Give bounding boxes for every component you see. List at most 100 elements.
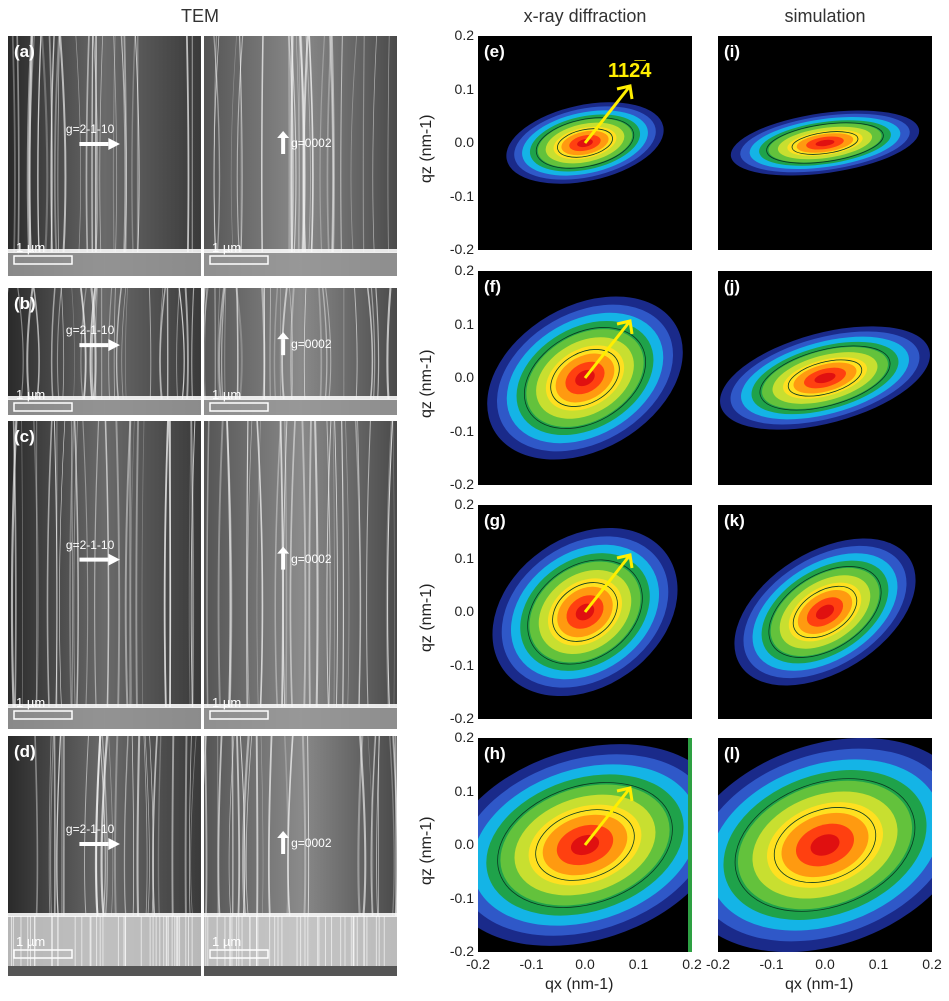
xrd-contour-line-1 xyxy=(557,128,613,158)
y-axis-label-2: qz (nm-1) xyxy=(418,583,435,652)
xrd-header: x-ray diffraction xyxy=(523,6,647,26)
xrd-contour-line-0 xyxy=(497,782,673,908)
x-tick-1-3: 0.1 xyxy=(868,956,889,972)
sim-contour-line-1 xyxy=(792,585,858,639)
y-axis-label-3: qz (nm-1) xyxy=(418,816,435,885)
g-vector-label-2-right: g=0002 xyxy=(291,551,332,566)
xrd-map-0: (e) 112̅4 xyxy=(478,36,692,250)
y-tick-0-2: 0.0 xyxy=(454,134,474,150)
y-tick-0-3: -0.1 xyxy=(449,187,474,204)
x-tick-0-1: -0.1 xyxy=(519,956,544,972)
scale-bar-label-0-1: 1 µm xyxy=(212,240,242,255)
y-tick-2-0: 0.2 xyxy=(454,496,474,512)
y-tick-3-2: 0.0 xyxy=(454,836,474,852)
sim-contour-line-0 xyxy=(759,345,891,411)
tem-image-1-g2110: (b) g=2-1-10 1 µm xyxy=(8,288,201,415)
scale-bar-label-3-1: 1 µm xyxy=(212,934,242,949)
xrd-contour-line-1 xyxy=(535,809,635,881)
y-tick-0-1: 0.1 xyxy=(454,80,474,97)
reflection-arrow-head xyxy=(616,786,634,802)
tem-image-3-g2110: (d) g=2-1-10 1 µm xyxy=(8,736,201,976)
sim-contour-line-0 xyxy=(734,778,916,912)
x-tick-1-4: 0.2 xyxy=(922,956,942,972)
scale-bar-label-0-0: 1 µm xyxy=(16,240,46,255)
x-tick-1-2: 0.0 xyxy=(815,956,835,972)
x-axis-label-0: qx (nm-1) xyxy=(545,976,614,993)
sim-contour-line-1 xyxy=(773,807,877,883)
sim-panel-label-3: (l) xyxy=(724,744,741,763)
reflection-arrow xyxy=(583,787,632,846)
tem-panel-label-1: (b) xyxy=(14,294,36,313)
sim-panel-label-0: (i) xyxy=(724,42,741,61)
xrd-panel-label-1: (f) xyxy=(484,277,501,296)
xrd-contour-line-0 xyxy=(523,327,647,429)
xrd-map-2: (g) xyxy=(478,505,692,719)
reflection-arrow-head xyxy=(616,553,634,569)
tem-panel-label-3: (d) xyxy=(14,742,36,761)
scale-bar-label-3-0: 1 µm xyxy=(16,934,46,949)
tem-header: TEM xyxy=(181,6,219,26)
y-axis-label-1: qz (nm-1) xyxy=(418,349,435,418)
x-tick-0-0: -0.2 xyxy=(465,956,491,972)
xrd-panel-label-2: (g) xyxy=(484,511,506,530)
y-tick-3-3: -0.1 xyxy=(449,889,474,906)
xrd-contour-line-1 xyxy=(550,349,620,407)
scale-bar-label-2-1: 1 µm xyxy=(212,695,242,710)
reflection-arrow-head xyxy=(616,319,634,335)
g-vector-label-3-right: g=0002 xyxy=(291,836,332,850)
y-tick-2-3: -0.1 xyxy=(449,656,474,673)
xrd-contour-line-1 xyxy=(552,582,618,642)
x-tick-0-4: 0.2 xyxy=(682,956,702,972)
tem-image-0-g2110: (a) g=2-1-10 1 µm xyxy=(8,36,201,276)
sim-contour-line-0 xyxy=(766,122,884,164)
sim-map-1: (j) xyxy=(718,271,932,485)
reflection-arrow xyxy=(583,320,632,379)
sim-map-3: (l) xyxy=(718,738,932,952)
tem-panel-label-0: (a) xyxy=(14,42,35,61)
xrd-contour-line-0 xyxy=(527,559,643,665)
scale-bar-label-1-0: 1 µm xyxy=(16,387,46,402)
reflection-arrow xyxy=(583,554,632,613)
sim-panel-label-2: (k) xyxy=(724,511,745,530)
y-tick-2-2: 0.0 xyxy=(454,603,474,619)
sim-contour-line-1 xyxy=(791,131,859,155)
y-tick-3-4: -0.2 xyxy=(449,943,474,959)
tem-image-2-g2110: (c) g=2-1-10 1 µm xyxy=(8,421,201,729)
xrd-panel-label-3: (h) xyxy=(484,744,506,763)
y-tick-0-0: 0.2 xyxy=(454,27,474,43)
sim-map-0: (i) xyxy=(718,36,932,250)
x-tick-0-2: 0.0 xyxy=(575,956,595,972)
g-vector-label-1-left: g=2-1-10 xyxy=(65,323,115,338)
y-tick-1-2: 0.0 xyxy=(454,369,474,385)
g-vector-label-1-right: g=0002 xyxy=(291,337,332,352)
y-tick-2-1: 0.1 xyxy=(454,549,474,566)
x-axis-label-1: qx (nm-1) xyxy=(785,976,854,993)
reflection-label: 112̅4 xyxy=(608,60,652,82)
x-tick-0-3: 0.1 xyxy=(628,956,649,972)
sim-contour-level-9 xyxy=(815,604,835,620)
sim-header: simulation xyxy=(784,6,866,26)
sim-contour-level-9 xyxy=(810,834,840,856)
g-vector-label-0-right: g=0002 xyxy=(291,136,332,150)
xrd-panel-label-0: (e) xyxy=(484,42,505,61)
x-tick-1-0: -0.2 xyxy=(705,956,731,972)
xrd-map-3: (h) xyxy=(478,738,692,952)
y-tick-1-3: -0.1 xyxy=(449,422,474,439)
sim-map-2: (k) xyxy=(718,505,932,719)
sim-contour-level-9 xyxy=(814,372,836,384)
sim-contour-level-9 xyxy=(815,139,835,147)
g-vector-label-3-left: g=2-1-10 xyxy=(65,822,115,836)
y-tick-2-4: -0.2 xyxy=(449,710,474,726)
tem-image-0-g0002: g=0002 1 µm xyxy=(204,36,397,276)
tem-image-3-g0002: g=0002 1 µm xyxy=(204,736,397,976)
y-tick-3-1: 0.1 xyxy=(454,782,474,799)
scale-bar-label-1-1: 1 µm xyxy=(212,387,242,402)
y-tick-0-4: -0.2 xyxy=(449,241,474,257)
sim-contour-line-0 xyxy=(768,566,882,658)
xrd-map-1: (f) xyxy=(478,271,692,485)
y-tick-1-1: 0.1 xyxy=(454,315,474,332)
y-tick-1-4: -0.2 xyxy=(449,476,474,492)
reflection-arrow-head xyxy=(616,84,634,100)
sim-panel-label-1: (j) xyxy=(724,277,741,296)
tem-image-1-g0002: g=0002 1 µm xyxy=(204,288,397,415)
